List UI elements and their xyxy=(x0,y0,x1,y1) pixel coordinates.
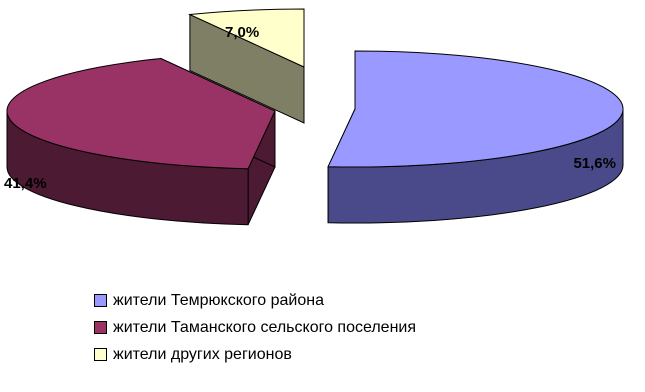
legend: жители Темрюкского района жители Таманск… xyxy=(94,287,416,368)
pie-slice-other-regions-top xyxy=(188,8,305,68)
legend-label-temryuk: жители Темрюкского района xyxy=(113,291,324,309)
pie-slices xyxy=(6,8,624,226)
legend-swatch-taman xyxy=(94,321,107,334)
pie-value-labels: 51,6% 41,4% 7,0% xyxy=(4,24,616,192)
pie-value-label-other-regions: 7,0% xyxy=(225,24,259,41)
pie-slice-temryuk xyxy=(327,50,624,224)
pie-slice-other-regions xyxy=(188,8,305,124)
legend-swatch-temryuk xyxy=(94,294,107,307)
legend-item-temryuk: жители Темрюкского района xyxy=(94,287,416,314)
pie-value-label-temryuk: 51,6% xyxy=(573,155,616,172)
pie-slice-temryuk-top xyxy=(327,50,624,168)
legend-label-taman: жители Таманского сельского поселения xyxy=(113,318,417,336)
legend-swatch-other-regions xyxy=(94,348,107,361)
pie-slice-taman xyxy=(6,57,276,226)
pie-slice-taman-top xyxy=(6,58,276,170)
legend-item-taman: жители Таманского сельского поселения xyxy=(94,314,416,341)
legend-item-other-regions: жители других регионов xyxy=(94,341,416,368)
legend-label-other-regions: жители других регионов xyxy=(113,345,292,363)
pie-value-label-taman: 41,4% xyxy=(4,175,47,192)
